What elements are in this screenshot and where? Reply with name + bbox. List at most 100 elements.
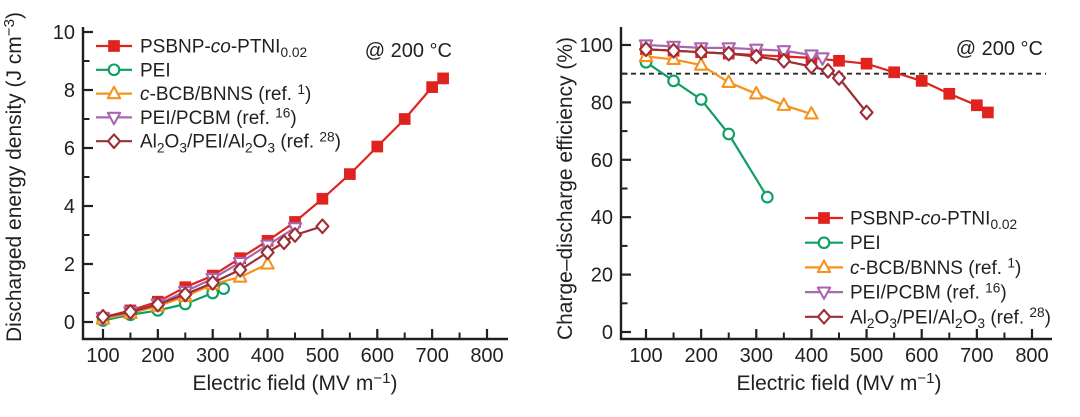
square-marker	[344, 168, 356, 180]
x-tick-label: 200	[684, 345, 717, 367]
square-marker	[398, 113, 411, 125]
x-axis-label: Electric field (MV m−1)	[192, 370, 397, 395]
legend-item-al2o3-pei-al2o3-ref-28: Al2O3/PEI/Al2O3 (ref. 28)	[96, 129, 341, 155]
diamond-marker	[816, 308, 832, 325]
circle-marker	[107, 63, 121, 77]
diamond-marker	[178, 286, 193, 303]
triangle-down-marker	[815, 52, 830, 66]
square-marker	[437, 72, 449, 85]
circle-marker	[667, 74, 680, 88]
series-line	[645, 48, 868, 114]
series-pei	[639, 55, 774, 204]
square-marker	[860, 57, 873, 70]
y-tick-label: 6	[64, 138, 75, 160]
y-tick-label: 8	[64, 80, 75, 102]
diamond-marker	[315, 218, 330, 235]
triangle-up-marker	[106, 85, 122, 100]
square-marker	[371, 140, 384, 153]
x-tick-label: 400	[251, 345, 284, 367]
y-tick-label: 80	[591, 92, 613, 114]
y-tick-label: 0	[64, 312, 75, 334]
diamond-marker	[831, 70, 847, 86]
triangle-up-marker	[816, 259, 832, 274]
square-marker	[426, 81, 438, 93]
diamond-marker	[287, 227, 303, 243]
legend-item-pei-pcbm-ref-16: PEI/PCBM (ref. 16)	[96, 106, 297, 129]
y-tick-label: 20	[591, 265, 613, 287]
legend-item-c-bcb-bnns-ref-1: c-BCB/BNNS (ref. 1)	[805, 256, 1021, 279]
left-chart: 100 200 300 400 500 600 700 800 0 2 4 6 8 10 Electric …	[1, 12, 508, 395]
diamond-marker	[666, 42, 681, 59]
triangle-up-marker	[749, 85, 764, 100]
y-tick-label: 4	[64, 196, 75, 218]
triangle-up-marker	[260, 256, 275, 270]
triangle-up-marker	[804, 106, 819, 120]
legend-label: Al2O3/PEI/Al2O3 (ref. 28)	[850, 305, 1051, 331]
legend-item-psbnp-co-ptni0-02: PSBNP-co-PTNI0.02	[805, 209, 1017, 233]
y-axis-label: Discharged energy density (J cm−3)	[1, 12, 26, 342]
triangle-down-marker	[816, 286, 832, 300]
triangle-up-marker	[693, 57, 709, 71]
y-tick-label: 2	[64, 254, 75, 276]
y-tick-label: 60	[591, 150, 613, 172]
legend-label: c-BCB/BNNS (ref. 1)	[140, 82, 311, 105]
triangle-down-marker	[106, 111, 122, 126]
triangle-down-marker	[776, 45, 792, 59]
x-tick-label: 800	[1015, 345, 1048, 367]
x-tick-label: 700	[960, 345, 993, 367]
square-marker	[316, 192, 329, 205]
diamond-marker	[123, 303, 138, 320]
diamond-marker	[276, 234, 292, 251]
legend-item-pei: PEI	[805, 233, 881, 254]
y-tick-label: 10	[53, 22, 75, 44]
diamond-marker	[776, 52, 791, 69]
triangle-up-marker	[776, 97, 792, 111]
legend-label: PSBNP-co-PTNI0.02	[850, 209, 1017, 233]
circle-marker	[694, 93, 708, 106]
legend-item-al2o3-pei-al2o3-ref-28: Al2O3/PEI/Al2O3 (ref. 28)	[805, 305, 1051, 331]
x-tick-label: 300	[740, 345, 773, 367]
legend-label: c-BCB/BNNS (ref. 1)	[850, 256, 1021, 279]
legend-item-pei: PEI	[96, 60, 171, 81]
circle-marker	[760, 190, 774, 204]
circle-marker	[817, 236, 831, 250]
y-tick-label: 40	[591, 207, 613, 229]
legend-label: PEI/PCBM (ref. 16)	[850, 280, 1007, 303]
triangle-down-marker	[804, 49, 819, 63]
diamond-marker	[95, 308, 111, 325]
y-tick-label: 100	[580, 35, 613, 57]
circle-marker	[217, 282, 231, 296]
y-tick-label: 0	[602, 322, 613, 344]
diamond-marker	[859, 104, 874, 121]
x-tick-label: 800	[470, 345, 503, 367]
series-al2o3-pei-al2o3-ref-28	[638, 41, 874, 121]
y-axis-label: Charge–discharge efficiency (%)	[554, 37, 577, 340]
series-al2o3-pei-al2o3-ref-28	[95, 218, 330, 325]
square-marker	[833, 54, 845, 67]
series-line	[645, 61, 769, 198]
square-marker	[982, 106, 994, 119]
square-marker	[915, 75, 928, 87]
triangle-up-marker	[721, 74, 736, 88]
circle-marker	[722, 127, 736, 141]
x-tick-label: 300	[196, 345, 229, 367]
legend-label: PEI	[140, 60, 171, 81]
legend-item-psbnp-co-ptni0-02: PSBNP-co-PTNI0.02	[96, 37, 307, 61]
right-chart: 100 200 300 400 500 600 700 800 0 20 40 60 80 100 Elec…	[554, 27, 1052, 395]
legend-item-c-bcb-bnns-ref-1: c-BCB/BNNS (ref. 1)	[96, 82, 311, 105]
diamond-marker	[106, 133, 122, 150]
x-tick-label: 100	[86, 345, 119, 367]
diamond-marker	[260, 244, 275, 261]
diamond-marker	[638, 41, 654, 58]
x-tick-label: 400	[795, 345, 828, 367]
legend-label: PEI	[850, 233, 881, 254]
diamond-marker	[694, 44, 709, 61]
diamond-marker	[150, 296, 165, 313]
diamond-marker	[233, 261, 248, 278]
legend-label: PSBNP-co-PTNI0.02	[140, 37, 307, 61]
diamond-marker	[749, 48, 764, 65]
x-tick-label: 700	[415, 345, 448, 367]
axes: 100 200 300 400 500 600 700 800 0 20 40 60 80 100	[580, 27, 1052, 367]
